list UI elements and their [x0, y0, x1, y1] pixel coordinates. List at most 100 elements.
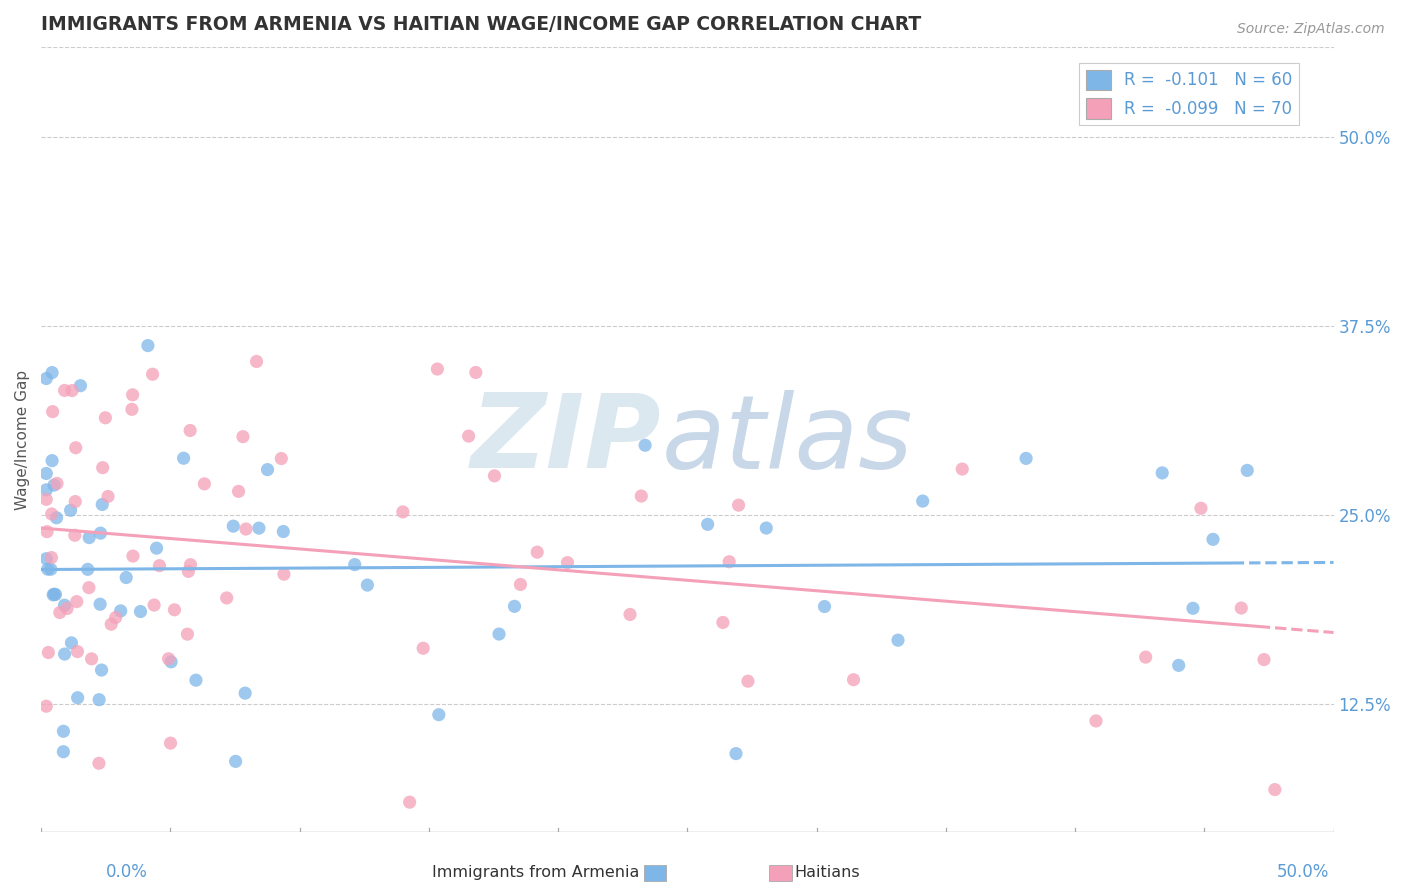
Point [1167, 658, 1189, 673]
Point [35, 699, 58, 714]
Point [121, 388, 143, 402]
Point [35, 371, 58, 385]
Point [737, 674, 759, 689]
Point [44, 587, 66, 601]
Point [69, 378, 91, 392]
Point [696, 517, 718, 532]
Point [97, 490, 120, 504]
Point [66, 690, 89, 705]
Point [42, 588, 65, 602]
Point [89, 597, 111, 611]
Point [177, 565, 200, 579]
Point [44, 587, 66, 601]
Point [1236, 463, 1258, 477]
Point [35, 551, 58, 566]
Point [148, 558, 170, 573]
Point [136, 338, 159, 352]
Point [173, 451, 195, 466]
Point [159, 736, 181, 750]
Text: Haitians: Haitians [794, 865, 860, 880]
Point [160, 655, 183, 669]
Point [630, 489, 652, 503]
Legend: R =  -0.101   N = 60, R =  -0.099   N = 70: R = -0.101 N = 60, R = -0.099 N = 70 [1080, 62, 1299, 125]
Point [950, 462, 973, 476]
Point [41, 404, 63, 418]
Point [526, 545, 548, 559]
Point [179, 424, 201, 438]
Point [193, 476, 215, 491]
Point [142, 368, 165, 382]
Point [60, 636, 83, 650]
Point [1253, 652, 1275, 666]
Y-axis label: Wage/Income Gap: Wage/Income Gap [15, 369, 30, 509]
Point [464, 366, 486, 380]
Point [46, 476, 69, 491]
Point [225, 755, 247, 769]
Point [1264, 782, 1286, 797]
Point [145, 541, 167, 556]
Point [228, 484, 250, 499]
Point [457, 429, 479, 443]
Text: 50.0%: 50.0% [1277, 863, 1329, 881]
Point [179, 558, 201, 572]
Point [755, 521, 778, 535]
Point [87, 692, 110, 706]
Point [56, 601, 79, 615]
Point [233, 686, 256, 700]
Text: Source: ZipAtlas.com: Source: ZipAtlas.com [1237, 22, 1385, 37]
Point [157, 652, 180, 666]
Point [176, 627, 198, 641]
Point [392, 505, 415, 519]
Text: IMMIGRANTS FROM ARMENIA VS HAITIAN WAGE/INCOME GAP CORRELATION CHART: IMMIGRANTS FROM ARMENIA VS HAITIAN WAGE/… [41, 15, 921, 34]
Point [41, 366, 63, 380]
Point [77, 581, 100, 595]
Point [247, 521, 270, 535]
Point [35, 524, 58, 539]
Point [235, 522, 257, 536]
Point [41, 550, 63, 565]
Point [66, 594, 89, 608]
Point [256, 462, 278, 476]
Point [39, 562, 62, 576]
Point [343, 558, 366, 572]
Point [270, 451, 292, 466]
Point [35, 483, 58, 497]
Point [271, 524, 294, 539]
Text: Immigrants from Armenia: Immigrants from Armenia [433, 865, 640, 880]
Point [356, 578, 378, 592]
Point [911, 494, 934, 508]
Point [100, 617, 122, 632]
Point [503, 599, 526, 614]
Point [245, 354, 267, 368]
Point [37, 646, 59, 660]
Text: ZIP: ZIP [471, 389, 661, 490]
Point [53, 598, 76, 612]
Point [232, 430, 254, 444]
Point [718, 555, 741, 569]
Text: 0.0%: 0.0% [105, 863, 148, 881]
Point [37, 562, 59, 576]
Point [89, 526, 111, 541]
Point [65, 441, 87, 455]
Point [412, 641, 434, 656]
Point [77, 531, 100, 545]
Point [35, 492, 58, 507]
Point [273, 567, 295, 582]
Point [215, 591, 238, 605]
Point [49, 606, 72, 620]
Point [426, 362, 449, 376]
Point [484, 468, 506, 483]
Point [129, 605, 152, 619]
Point [104, 610, 127, 624]
Point [163, 603, 186, 617]
Point [143, 598, 166, 612]
Point [45, 510, 67, 524]
Point [110, 604, 132, 618]
Point [115, 570, 138, 584]
Point [1135, 650, 1157, 665]
Point [87, 756, 110, 771]
Point [1189, 501, 1212, 516]
Point [813, 599, 835, 614]
Point [222, 519, 245, 533]
Point [53, 647, 76, 661]
